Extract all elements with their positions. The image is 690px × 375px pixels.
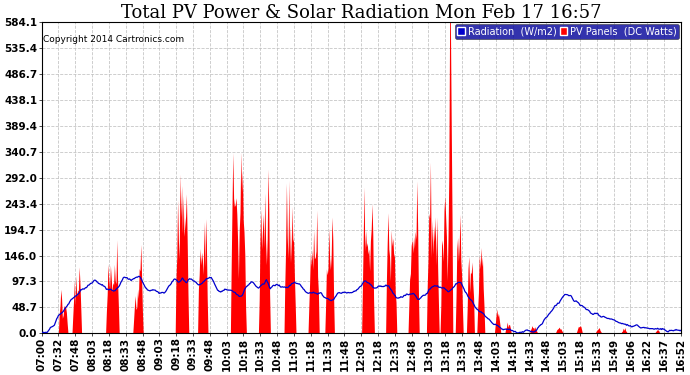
Text: Copyright 2014 Cartronics.com: Copyright 2014 Cartronics.com bbox=[43, 35, 184, 44]
Title: Total PV Power & Solar Radiation Mon Feb 17 16:57: Total PV Power & Solar Radiation Mon Feb… bbox=[121, 4, 602, 22]
Legend: Radiation  (W/m2), PV Panels  (DC Watts): Radiation (W/m2), PV Panels (DC Watts) bbox=[455, 24, 680, 39]
